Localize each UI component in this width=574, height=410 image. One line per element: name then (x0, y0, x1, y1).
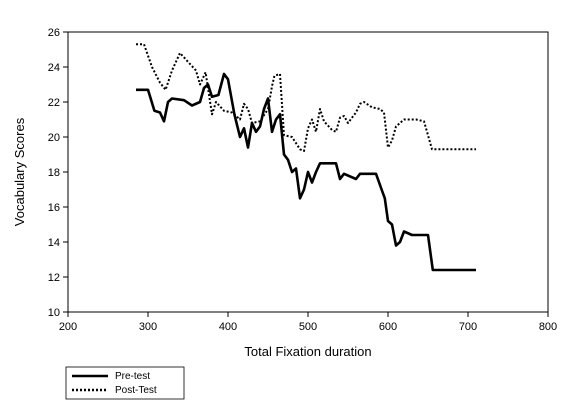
x-axis-title: Total Fixation duration (244, 344, 371, 359)
series-line-post-test (136, 43, 476, 152)
legend: Pre-test Post-Test (65, 366, 185, 400)
y-axis-title: Vocabulary Scores (12, 117, 27, 226)
y-tick-label: 26 (48, 27, 60, 39)
y-tick-label: 14 (48, 237, 60, 249)
y-tick-label: 10 (48, 307, 60, 319)
x-tick-label: 400 (219, 321, 237, 333)
y-tick-label: 16 (48, 202, 60, 214)
y-tick-label: 22 (48, 97, 60, 109)
y-tick-label: 24 (48, 62, 60, 74)
legend-box (65, 366, 185, 400)
y-tick-label: 12 (48, 272, 60, 284)
y-tick-label: 18 (48, 167, 60, 179)
x-tick-label: 600 (379, 321, 397, 333)
x-tick-label: 800 (539, 321, 557, 333)
y-tick-label: 20 (48, 132, 60, 144)
x-tick-label: 300 (139, 321, 157, 333)
legend-label-pre-test: Pre-test (115, 371, 150, 382)
series-line-pre-test (136, 72, 476, 272)
series-layer (136, 43, 476, 272)
x-tick-label: 200 (59, 321, 77, 333)
x-tick-label: 700 (459, 321, 477, 333)
y-axis-ticks: 10 12 14 16 18 20 22 24 26 (48, 27, 68, 319)
x-tick-label: 500 (299, 321, 317, 333)
legend-label-post-test: Post-Test (115, 385, 157, 396)
x-axis-ticks: 200 300 400 500 600 700 800 (59, 312, 557, 333)
